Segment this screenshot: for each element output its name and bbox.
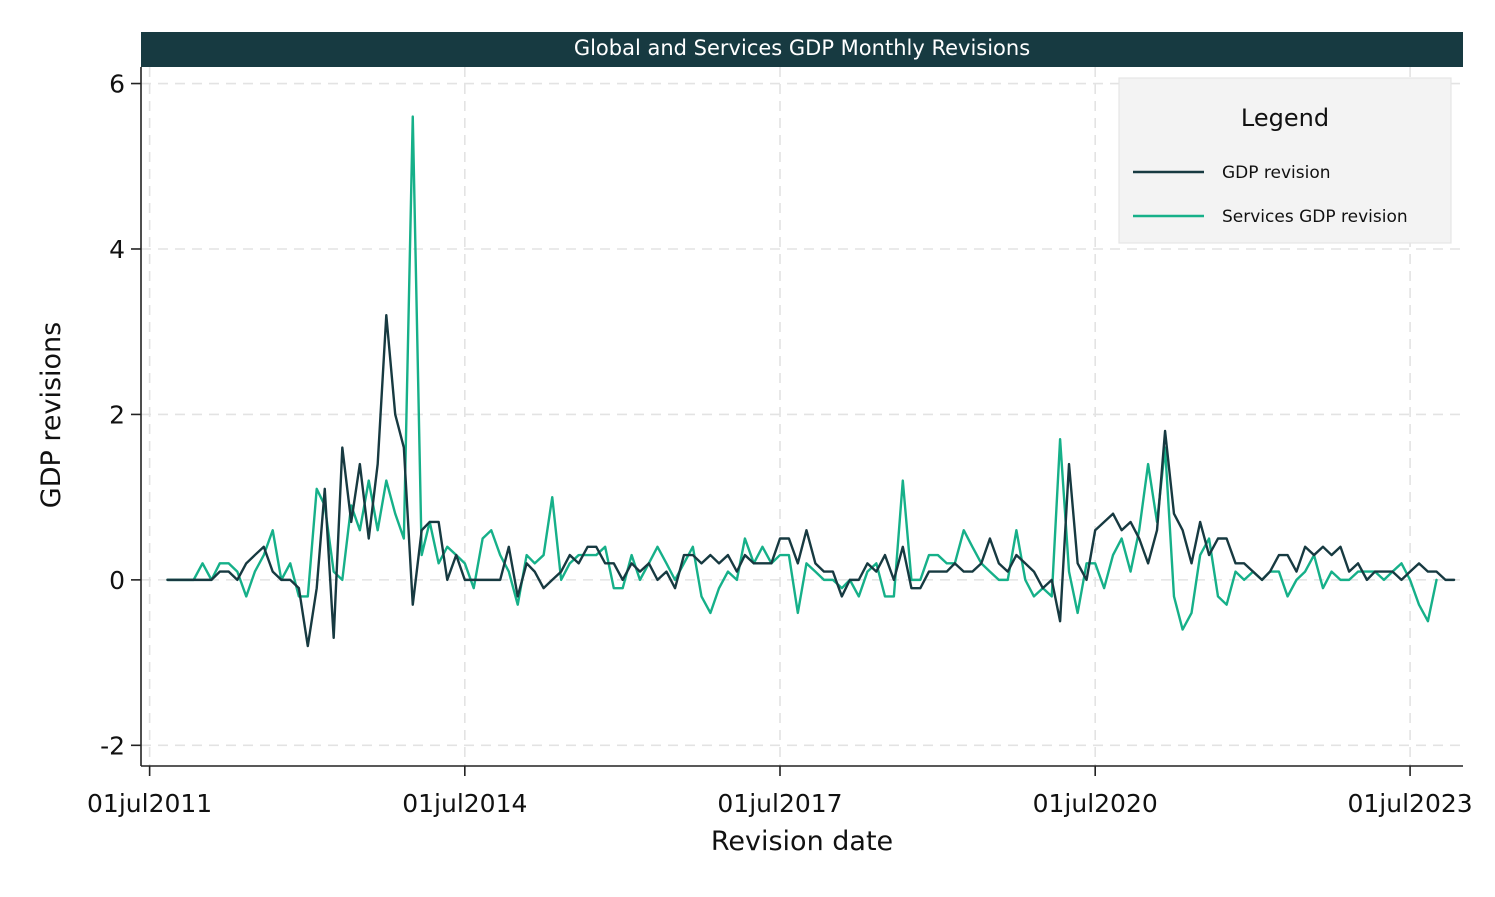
legend-title: Legend	[1241, 104, 1329, 132]
x-axis-label: Revision date	[711, 826, 893, 857]
chart-title: Global and Services GDP Monthly Revision…	[574, 36, 1030, 60]
x-tick-label: 01jul2011	[87, 789, 212, 818]
x-tick-label: 01jul2017	[717, 789, 842, 818]
y-tick-label: -2	[100, 731, 125, 760]
series-line-gdp-revision	[166, 313, 1456, 648]
series-line-services-gdp-revision	[166, 115, 1438, 631]
axes-layer: -2 0 2 4 6 01jul2011 01jul2014 01jul2017 01jul20…	[87, 67, 1473, 818]
legend-label-gdp: GDP revision	[1222, 163, 1331, 183]
y-axis-label: GDP revisions	[36, 322, 67, 508]
grid-layer	[141, 67, 1463, 766]
y-tick-label: 2	[109, 400, 125, 429]
x-tick-label: 01jul2020	[1033, 789, 1158, 818]
legend: Legend GDP revision Services GDP revisio…	[1118, 77, 1452, 244]
y-tick-label: 4	[109, 235, 125, 264]
y-tick-label: 6	[109, 70, 125, 99]
legend-label-services: Services GDP revision	[1222, 207, 1408, 227]
y-tick-label: 0	[109, 566, 125, 595]
title-bar	[141, 32, 1463, 67]
x-tick-label: 01jul2023	[1347, 789, 1472, 818]
x-tick-label: 01jul2014	[402, 789, 527, 818]
series-layer	[166, 115, 1456, 648]
